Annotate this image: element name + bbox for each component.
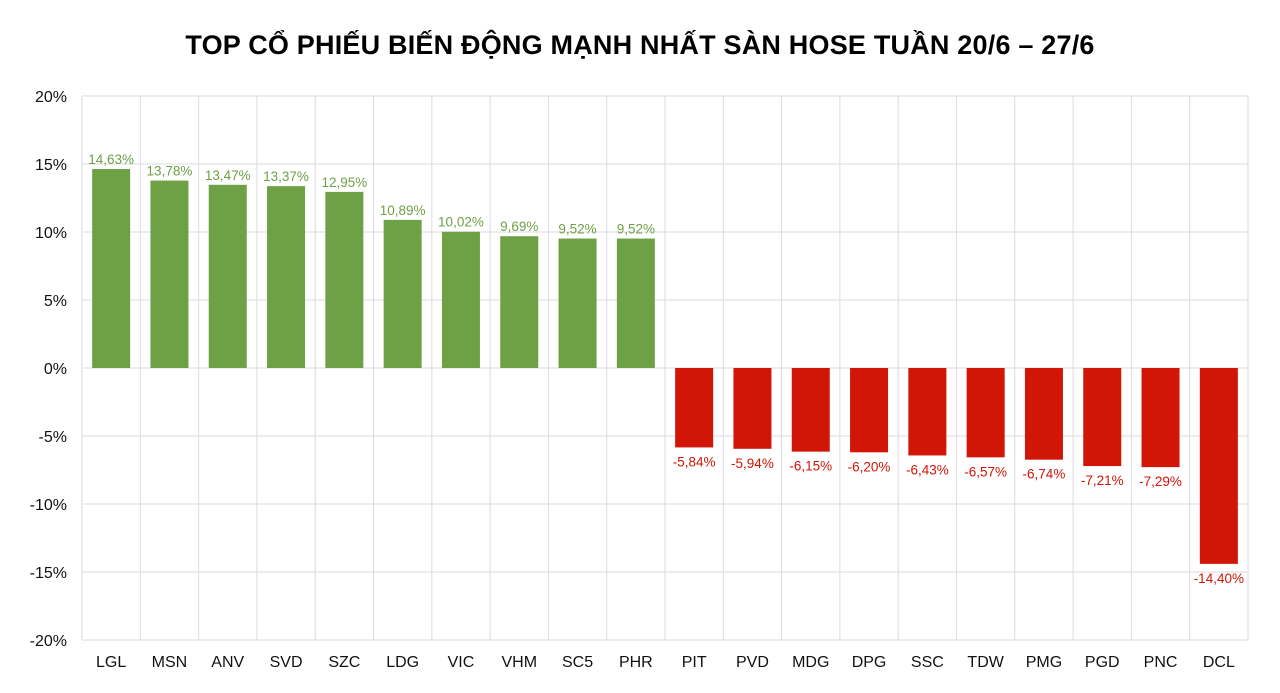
data-label: -6,74%: [1023, 467, 1066, 482]
x-tick-label: LGL: [96, 654, 126, 671]
x-tick-label: PMG: [1026, 654, 1062, 671]
data-label: 9,52%: [617, 222, 655, 237]
bar-phr: [616, 238, 655, 368]
bar-pmg: [1024, 368, 1063, 460]
x-tick-label: PHR: [619, 654, 653, 671]
x-tick-label: ANV: [211, 654, 244, 671]
bar-szc: [325, 191, 364, 368]
bar-pnc: [1141, 368, 1180, 468]
bar-vic: [441, 231, 480, 368]
x-tick-label: SSC: [911, 654, 944, 671]
data-label: 13,37%: [263, 169, 309, 184]
y-tick-label: 15%: [35, 157, 67, 174]
x-tick-label: PIT: [682, 654, 707, 671]
x-tick-label: DPG: [852, 654, 887, 671]
x-tick-label: TDW: [967, 654, 1004, 671]
x-tick-label: MDG: [792, 654, 829, 671]
bar-pgd: [1083, 368, 1122, 467]
bar-vhm: [500, 236, 539, 368]
y-tick-label: 20%: [35, 89, 67, 106]
y-tick-label: 10%: [35, 225, 67, 242]
data-label: 14,63%: [88, 152, 134, 167]
y-tick-label: 5%: [44, 293, 67, 310]
data-label: -6,20%: [848, 459, 891, 474]
data-label: -14,40%: [1194, 571, 1244, 586]
data-label: 13,47%: [205, 168, 251, 183]
bar-ldg: [383, 219, 422, 368]
data-label: -5,84%: [673, 454, 716, 469]
bar-msn: [150, 180, 189, 368]
data-label: 10,02%: [438, 215, 484, 230]
bar-pvd: [733, 368, 772, 449]
y-tick-label: -20%: [30, 633, 67, 650]
data-label: -7,21%: [1081, 473, 1124, 488]
bar-pit: [675, 368, 714, 448]
data-label: 13,78%: [147, 164, 193, 179]
y-tick-label: -15%: [30, 565, 67, 582]
x-tick-label: SZC: [328, 654, 360, 671]
x-tick-label: MSN: [152, 654, 188, 671]
data-label: -6,15%: [789, 459, 832, 474]
bar-mdg: [791, 368, 830, 452]
x-tick-label: VHM: [501, 654, 537, 671]
x-tick-label: LDG: [386, 654, 419, 671]
data-label: -6,43%: [906, 462, 949, 477]
data-label: -7,29%: [1139, 474, 1182, 489]
bar-anv: [208, 184, 247, 368]
x-tick-label: PGD: [1085, 654, 1120, 671]
bar-dcl: [1199, 368, 1238, 564]
bar-dpg: [850, 368, 889, 453]
x-tick-label: DCL: [1203, 654, 1235, 671]
data-label: 12,95%: [321, 175, 367, 190]
bar-lgl: [92, 169, 131, 368]
y-tick-label: 0%: [44, 361, 67, 378]
data-label: 9,52%: [558, 222, 596, 237]
bar-tdw: [966, 368, 1005, 458]
x-tick-label: SC5: [562, 654, 593, 671]
x-tick-label: VIC: [448, 654, 475, 671]
bar-sc5: [558, 238, 597, 368]
y-tick-label: -5%: [39, 429, 67, 446]
bar-ssc: [908, 368, 947, 456]
data-label: -5,94%: [731, 456, 774, 471]
data-label: 10,89%: [380, 203, 426, 218]
bar-svd: [267, 186, 306, 368]
x-tick-label: SVD: [270, 654, 303, 671]
data-label: -6,57%: [964, 464, 1007, 479]
y-tick-label: -10%: [30, 497, 67, 514]
data-label: 9,69%: [500, 219, 538, 234]
x-tick-label: PVD: [736, 654, 769, 671]
chart-title: TOP CỔ PHIẾU BIẾN ĐỘNG MẠNH NHẤT SÀN HOS…: [185, 30, 1095, 60]
x-tick-label: PNC: [1144, 654, 1178, 671]
